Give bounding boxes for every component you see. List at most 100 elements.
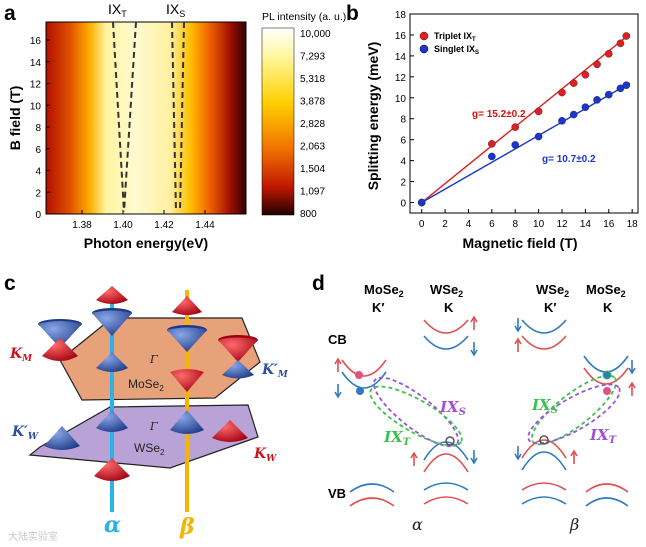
data-point — [488, 140, 496, 148]
header-right-wse2: WSe2 — [536, 282, 569, 299]
data-point — [581, 103, 590, 112]
alpha-bands — [341, 319, 469, 507]
colorbar-tick-label: 2,063 — [300, 142, 325, 153]
spin-arrows — [334, 315, 636, 466]
chart-xlabel: Magnetic field (T) — [462, 235, 577, 251]
cone-KpW-blue — [44, 426, 80, 450]
alpha-electron-blue — [356, 387, 364, 395]
panel-a-label: a — [4, 2, 16, 25]
cone-beta-red-top — [172, 296, 202, 315]
a-ytick-label: 12 — [30, 80, 42, 91]
band-wse2-vb-deep2-r — [521, 496, 567, 505]
cone-beta-top-body — [167, 327, 207, 352]
band-wse2-cb-upper-r — [521, 319, 567, 334]
label-wse2: WSe2 — [134, 441, 165, 457]
band-wse2-vb-deep1 — [423, 482, 469, 491]
a-ytick-label: 2 — [35, 188, 41, 199]
cone-beta-wse2 — [170, 410, 204, 434]
data-point — [622, 81, 631, 90]
spin-arrow-down — [334, 384, 342, 399]
b-ytick-label: 16 — [395, 31, 407, 42]
band-mose2-cb-lower-r — [583, 367, 629, 385]
band-mose2-vb-lower — [349, 497, 395, 507]
panel-b-chart: 0 2 4 6 8 10 12 14 16 18 0 2 4 6 8 10 12 14 16 18 — [395, 10, 639, 230]
panel-a-xlabel: Photon energy(eV) — [84, 235, 208, 251]
b-xtick-label: 8 — [512, 219, 518, 230]
b-ytick-label: 6 — [400, 136, 406, 147]
legend-singlet-label: Singlet IXS — [434, 44, 479, 56]
cone-KpM-blue — [222, 360, 254, 379]
data-point — [569, 79, 578, 87]
label-alpha: α — [104, 512, 121, 538]
chart-legend: Triplet IXT Singlet IXS — [419, 31, 479, 56]
label-gamma-mose2: Γ — [149, 353, 158, 366]
a-ytick-label: 6 — [35, 145, 41, 156]
colorbar-gradient — [261, 27, 295, 216]
band-wse2-cb-lower — [423, 335, 469, 350]
band-wse2-cb-upper — [423, 319, 469, 334]
panel-b-label: b — [346, 2, 359, 25]
label-cb: CB — [328, 332, 347, 347]
label-mose2: MoSe2 — [128, 377, 164, 393]
b-xtick-label: 10 — [533, 219, 545, 230]
data-point — [417, 198, 426, 207]
colorbar-tick-label: 1,097 — [300, 187, 325, 198]
a-xtick-label: 1.40 — [113, 220, 133, 231]
cone-alpha-top-body — [92, 310, 132, 336]
cone-alpha-blue-lower — [96, 352, 128, 372]
ixs-left-line — [171, 21, 177, 213]
b-ytick-label: 10 — [395, 94, 407, 105]
b-xtick-label: 4 — [466, 219, 472, 230]
band-wse2-cb-lower-r — [521, 335, 567, 350]
colorbar-ticks: 10,000 7,293 5,318 3,878 2,828 2,063 1,504 1,09… — [300, 29, 331, 220]
colorbar-tick-label: 3,878 — [300, 97, 325, 108]
alpha-ixt-label: IXT — [383, 428, 412, 448]
spin-arrow-down — [514, 318, 522, 333]
colorbar-tick-label: 1,504 — [300, 164, 325, 175]
band-wse2-vb-deep2 — [423, 496, 469, 505]
colorbar-title: PL intensity (a. u.) — [262, 11, 346, 23]
beta-ixs-label: IXS — [531, 396, 558, 416]
watermark: 大陆实验室 — [8, 530, 58, 543]
data-point — [511, 141, 520, 149]
header-left-kp: K′ — [372, 300, 385, 315]
b-ytick-label: 4 — [400, 157, 406, 168]
panel-a-ylabel: B field (T) — [7, 86, 23, 151]
band-mose2-cb-lower — [341, 371, 387, 389]
data-point — [593, 60, 601, 69]
a-xtick-label: 1.38 — [72, 220, 92, 231]
beta-electron-red — [603, 387, 611, 395]
band-mose2-cb-upper-r — [583, 355, 629, 373]
label-gamma-wse2: Γ — [149, 420, 158, 433]
beta-ixt-ellipse — [527, 383, 621, 445]
label-KW: KW — [253, 446, 277, 464]
data-point — [604, 50, 613, 58]
ixt-left-line — [112, 21, 125, 213]
b-xtick-label: 0 — [419, 219, 425, 230]
b-ytick-label: 14 — [395, 52, 407, 63]
b-ytick-label: 2 — [400, 178, 406, 189]
colorbar-tick-label: 2,828 — [300, 119, 325, 130]
heatmap-frame — [45, 21, 247, 215]
a-ytick-label: 16 — [30, 36, 42, 47]
panel-d-diagram: MoSe2 K′ WSe2 K WSe2 K′ MoSe2 K CB VB IX… — [328, 282, 636, 534]
ixs-label: IXS — [166, 1, 185, 19]
data-point — [534, 107, 543, 116]
data-point — [604, 90, 613, 99]
b-xtick-label: 18 — [627, 219, 639, 230]
spin-arrow-down — [628, 360, 636, 375]
data-point — [488, 152, 496, 161]
data-point — [622, 32, 631, 40]
label-beta: β — [179, 514, 195, 540]
legend-triplet-label: Triplet IXT — [434, 31, 476, 43]
spin-arrow-down — [470, 342, 478, 357]
label-KM: KM — [9, 346, 33, 364]
label-vb: VB — [328, 486, 346, 501]
panel-d-label: d — [312, 272, 325, 295]
beta-electron-blue — [602, 370, 612, 380]
spin-arrow-down — [470, 450, 478, 465]
b-xtick-label: 6 — [489, 219, 495, 230]
panel-c-diagram: KM K′M K′W KW Γ MoSe2 Γ WSe2 α β — [9, 286, 289, 540]
band-wse2-vb-deep1-r — [521, 482, 567, 491]
b-ytick-label: 18 — [395, 10, 407, 21]
